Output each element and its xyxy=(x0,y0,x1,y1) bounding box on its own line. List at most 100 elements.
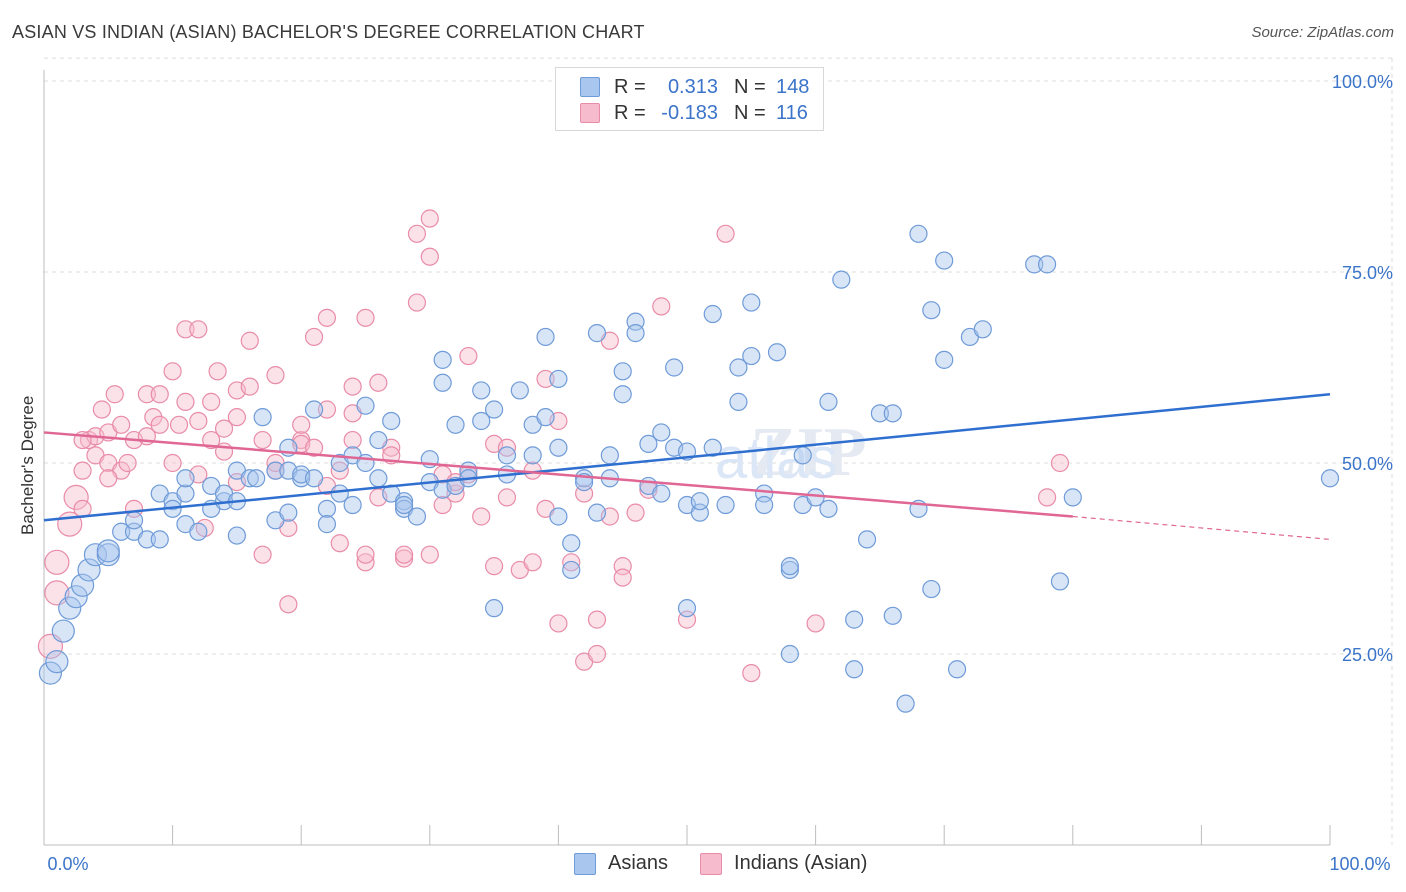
indians-point xyxy=(304,438,324,457)
asians-point xyxy=(240,469,259,488)
indians-point xyxy=(613,568,632,587)
tick-labels: 25.0% 50.0% 75.0% 100.0% 0.0% 100.0% xyxy=(47,72,1393,874)
asians-point xyxy=(394,492,414,511)
watermark-atlas: atlas xyxy=(715,426,838,491)
indians-point xyxy=(587,644,607,664)
indians-point xyxy=(163,453,182,473)
indians-point xyxy=(369,373,388,392)
asians-point xyxy=(356,396,375,415)
y-axis-label: Bachelor's Degree xyxy=(18,395,37,535)
indians-swatch-icon xyxy=(580,103,600,123)
asians-point xyxy=(58,596,82,620)
asians-point xyxy=(279,503,298,522)
asians-point xyxy=(150,530,169,549)
asians-point xyxy=(369,469,388,488)
asians-point xyxy=(755,495,774,515)
indians-point xyxy=(549,614,568,633)
asians-point xyxy=(83,543,108,567)
asians-swatch-icon xyxy=(580,77,600,97)
indians-point xyxy=(343,430,362,450)
asians-point xyxy=(626,324,645,343)
asians-point xyxy=(77,558,101,582)
asians-point xyxy=(793,446,812,465)
indians-point xyxy=(176,392,195,411)
indians-point xyxy=(1037,488,1057,507)
indians-point xyxy=(189,411,208,431)
indians-point xyxy=(356,545,375,564)
asians-point xyxy=(922,579,941,599)
asians-point xyxy=(677,599,697,618)
asians-point xyxy=(304,400,324,419)
indians-point xyxy=(652,297,671,316)
asians-point xyxy=(485,400,504,419)
indians-point xyxy=(92,400,111,419)
asians-legend-swatch-icon xyxy=(574,852,596,875)
asians-point xyxy=(613,362,632,381)
asians-point xyxy=(1025,255,1044,274)
indians-point xyxy=(304,327,324,347)
indians-point xyxy=(150,385,169,404)
r-label: R = xyxy=(614,101,646,124)
asians-point xyxy=(497,446,517,465)
asians-point xyxy=(523,446,542,465)
asians-point xyxy=(845,610,864,629)
asians-point xyxy=(549,507,568,526)
asians-point xyxy=(330,484,349,503)
asians-point xyxy=(292,469,311,488)
asians-point xyxy=(472,411,491,431)
asians-point xyxy=(446,415,465,434)
indians-point xyxy=(253,545,272,564)
asians-point xyxy=(935,251,954,270)
r-label: R = xyxy=(614,75,646,98)
asians-point xyxy=(394,495,414,515)
asians-point xyxy=(176,469,195,488)
asians-point xyxy=(909,224,928,243)
indians-point xyxy=(394,545,414,564)
asians-point xyxy=(536,408,555,427)
indians-point xyxy=(99,469,118,488)
asians-point xyxy=(343,495,362,515)
indians-point xyxy=(420,247,439,266)
indians-point xyxy=(279,595,298,614)
asians-point xyxy=(652,423,671,442)
asians-point xyxy=(1320,469,1340,488)
x-tick-label: 0.0% xyxy=(47,854,88,874)
indians-point xyxy=(433,495,452,515)
asians-point xyxy=(742,293,761,312)
grid-lines xyxy=(44,57,1393,845)
asians-point xyxy=(729,358,748,377)
asians-point xyxy=(613,385,632,404)
asians-point xyxy=(317,515,337,534)
indians-point xyxy=(214,419,234,438)
n-label: N = xyxy=(734,75,766,98)
indians-point xyxy=(144,408,163,427)
indians-point xyxy=(472,507,491,526)
indians-point xyxy=(63,484,89,510)
indians-point xyxy=(292,415,311,434)
asians-point xyxy=(587,503,607,522)
asians-trend-line xyxy=(43,392,1331,522)
indians-point xyxy=(73,461,92,480)
trend-lines xyxy=(43,392,1331,540)
asians-point xyxy=(780,560,799,580)
asians-point xyxy=(433,350,452,369)
legend-label-indians: Indians (Asian) xyxy=(734,852,868,874)
asians-point xyxy=(1050,572,1070,591)
indians-point xyxy=(497,438,517,457)
indians-point xyxy=(742,663,761,683)
asians-point xyxy=(304,469,324,488)
indians-point xyxy=(536,369,555,389)
indians-point xyxy=(420,209,439,228)
asians-point xyxy=(112,522,131,541)
asians-point xyxy=(317,499,337,518)
asians-point xyxy=(780,644,799,664)
indians-point xyxy=(253,430,272,450)
indians-point xyxy=(240,377,259,396)
asians-point xyxy=(549,438,568,457)
asians-point xyxy=(870,404,890,423)
asians-point xyxy=(253,408,272,427)
asians-point xyxy=(38,661,63,685)
indians-point xyxy=(112,415,131,434)
asians-point xyxy=(947,660,967,679)
indians-trend-extension xyxy=(1072,515,1331,540)
